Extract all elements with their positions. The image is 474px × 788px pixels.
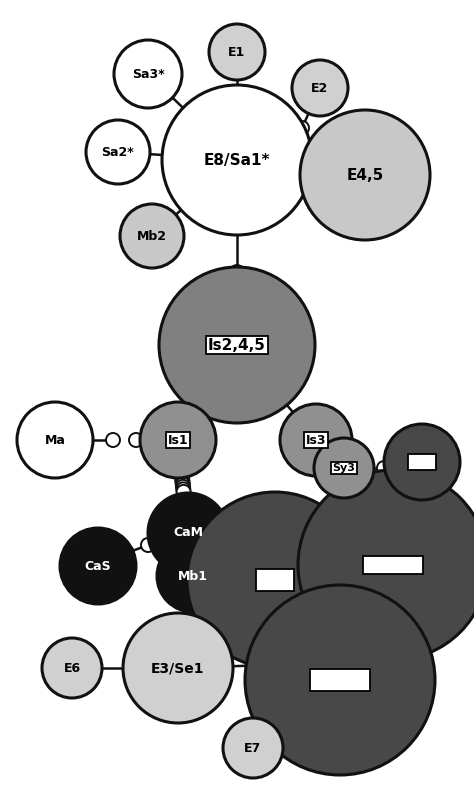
Circle shape: [393, 456, 407, 470]
Text: CaS: CaS: [85, 559, 111, 573]
Text: E6: E6: [64, 661, 81, 675]
Circle shape: [261, 667, 275, 681]
Circle shape: [120, 204, 184, 268]
Circle shape: [175, 474, 190, 489]
Text: E8/Sa1*: E8/Sa1*: [204, 153, 270, 168]
Circle shape: [263, 658, 277, 672]
Text: CaM: CaM: [173, 526, 203, 540]
Circle shape: [300, 110, 430, 240]
Circle shape: [106, 433, 120, 447]
Text: E3/Se1: E3/Se1: [151, 661, 205, 675]
Circle shape: [162, 85, 312, 235]
Text: Sy4: Sy4: [409, 455, 435, 469]
Text: E4,5: E4,5: [346, 168, 383, 183]
Text: To,g,c: To,g,c: [312, 671, 367, 689]
Circle shape: [120, 546, 134, 560]
Circle shape: [177, 485, 191, 499]
Circle shape: [17, 402, 93, 478]
Text: Sy1: Sy1: [258, 571, 292, 589]
Circle shape: [188, 547, 202, 561]
Circle shape: [255, 702, 269, 716]
Circle shape: [245, 585, 435, 775]
Circle shape: [141, 538, 155, 552]
Circle shape: [377, 461, 391, 475]
Circle shape: [175, 472, 189, 486]
Circle shape: [209, 24, 265, 80]
Circle shape: [60, 528, 136, 604]
Circle shape: [176, 480, 190, 494]
Text: Is3: Is3: [306, 433, 326, 447]
Circle shape: [86, 120, 150, 184]
Circle shape: [258, 685, 272, 698]
Circle shape: [295, 121, 309, 135]
Circle shape: [230, 546, 244, 560]
Circle shape: [148, 493, 228, 573]
Text: Sa2*: Sa2*: [101, 146, 134, 158]
Circle shape: [230, 265, 244, 279]
Text: E1: E1: [228, 46, 246, 58]
Circle shape: [314, 438, 374, 498]
Circle shape: [260, 675, 273, 690]
Text: Ma: Ma: [45, 433, 65, 447]
Circle shape: [188, 558, 202, 572]
Circle shape: [114, 40, 182, 108]
Circle shape: [42, 638, 102, 698]
Text: Is2,4,5: Is2,4,5: [208, 337, 266, 352]
Text: Mb2: Mb2: [137, 229, 167, 243]
Text: Mb1: Mb1: [178, 570, 208, 582]
Text: Sy3: Sy3: [333, 463, 356, 473]
Circle shape: [123, 613, 233, 723]
Circle shape: [187, 492, 363, 668]
Circle shape: [280, 404, 352, 476]
Circle shape: [292, 60, 348, 116]
Circle shape: [223, 718, 283, 778]
Circle shape: [384, 424, 460, 500]
Text: E2: E2: [311, 81, 328, 95]
Circle shape: [159, 267, 315, 423]
Circle shape: [280, 661, 294, 675]
Circle shape: [218, 546, 232, 560]
Circle shape: [140, 402, 216, 478]
Circle shape: [129, 433, 143, 447]
Circle shape: [176, 478, 190, 491]
Circle shape: [157, 540, 229, 612]
Circle shape: [176, 482, 190, 496]
Circle shape: [298, 470, 474, 660]
Text: Is1: Is1: [168, 433, 188, 447]
Text: Sa3*: Sa3*: [132, 68, 164, 80]
Text: E7: E7: [245, 742, 262, 754]
Circle shape: [256, 693, 270, 708]
Text: Ta/Sy2: Ta/Sy2: [365, 557, 421, 573]
